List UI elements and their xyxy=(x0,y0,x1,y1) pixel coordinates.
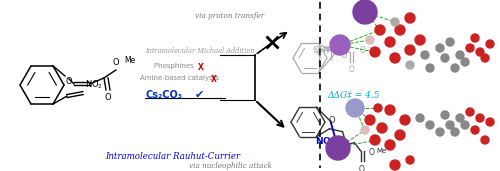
Circle shape xyxy=(486,118,494,126)
Circle shape xyxy=(405,45,415,55)
Circle shape xyxy=(471,126,479,134)
Text: Cs₂CO₃: Cs₂CO₃ xyxy=(145,90,182,100)
Circle shape xyxy=(456,51,464,59)
Circle shape xyxy=(395,25,405,35)
Circle shape xyxy=(377,123,387,133)
Text: Intramolecular Rauhut-Currier: Intramolecular Rauhut-Currier xyxy=(105,152,240,161)
Circle shape xyxy=(481,136,489,144)
Text: ΔΔG‡ = 4.5: ΔΔG‡ = 4.5 xyxy=(327,91,380,100)
Circle shape xyxy=(395,130,405,140)
Circle shape xyxy=(441,111,449,119)
Circle shape xyxy=(421,51,429,59)
Circle shape xyxy=(330,35,350,55)
Text: O: O xyxy=(328,116,335,125)
Text: via proton transfer: via proton transfer xyxy=(196,12,264,20)
Circle shape xyxy=(476,114,484,122)
Circle shape xyxy=(451,64,459,72)
Text: NO$_2$: NO$_2$ xyxy=(315,135,336,148)
Text: O: O xyxy=(368,148,374,157)
Text: O: O xyxy=(66,77,72,86)
Circle shape xyxy=(390,53,400,63)
Circle shape xyxy=(385,37,395,47)
Circle shape xyxy=(370,47,380,57)
Circle shape xyxy=(461,121,469,129)
Circle shape xyxy=(476,48,484,56)
Circle shape xyxy=(426,121,434,129)
Circle shape xyxy=(436,128,444,136)
Circle shape xyxy=(406,61,414,69)
Text: O: O xyxy=(104,93,112,102)
Circle shape xyxy=(346,99,364,117)
Circle shape xyxy=(446,121,454,129)
Text: O: O xyxy=(112,58,119,67)
Circle shape xyxy=(361,126,369,134)
Text: ✔: ✔ xyxy=(195,90,204,100)
Text: O$_2$N: O$_2$N xyxy=(312,44,330,57)
Circle shape xyxy=(366,36,374,44)
Text: X: X xyxy=(198,63,204,72)
Text: —: — xyxy=(368,44,374,50)
Circle shape xyxy=(385,140,395,150)
Text: Intramolecular Michael Addition: Intramolecular Michael Addition xyxy=(145,47,255,55)
Circle shape xyxy=(406,156,414,164)
Text: Me: Me xyxy=(124,56,135,65)
Circle shape xyxy=(486,40,494,48)
Circle shape xyxy=(441,54,449,62)
Circle shape xyxy=(385,105,395,115)
Circle shape xyxy=(471,34,479,42)
Circle shape xyxy=(415,35,425,45)
Text: O: O xyxy=(360,46,366,55)
Circle shape xyxy=(374,104,382,112)
Circle shape xyxy=(436,44,444,52)
Circle shape xyxy=(461,58,469,66)
Text: Me: Me xyxy=(376,148,387,154)
Circle shape xyxy=(353,0,377,24)
Circle shape xyxy=(481,54,489,62)
Text: O: O xyxy=(358,165,364,171)
Text: O: O xyxy=(340,50,347,60)
Text: O: O xyxy=(348,65,354,74)
Circle shape xyxy=(466,44,474,52)
Text: X: X xyxy=(211,75,217,84)
Circle shape xyxy=(426,64,434,72)
Circle shape xyxy=(365,115,375,125)
Circle shape xyxy=(375,25,385,35)
Circle shape xyxy=(390,160,400,170)
Circle shape xyxy=(400,115,410,125)
Circle shape xyxy=(456,114,464,122)
Circle shape xyxy=(391,18,399,26)
Circle shape xyxy=(466,108,474,116)
Circle shape xyxy=(326,136,350,160)
Circle shape xyxy=(370,135,380,145)
Text: Phosphines: Phosphines xyxy=(154,63,196,69)
Circle shape xyxy=(405,13,415,23)
Circle shape xyxy=(416,114,424,122)
Text: via nucleophilic attack: via nucleophilic attack xyxy=(188,162,272,170)
Text: Amine-based catalysts: Amine-based catalysts xyxy=(140,75,222,81)
Text: NO$_2$: NO$_2$ xyxy=(85,78,103,91)
Circle shape xyxy=(451,128,459,136)
Circle shape xyxy=(446,38,454,46)
